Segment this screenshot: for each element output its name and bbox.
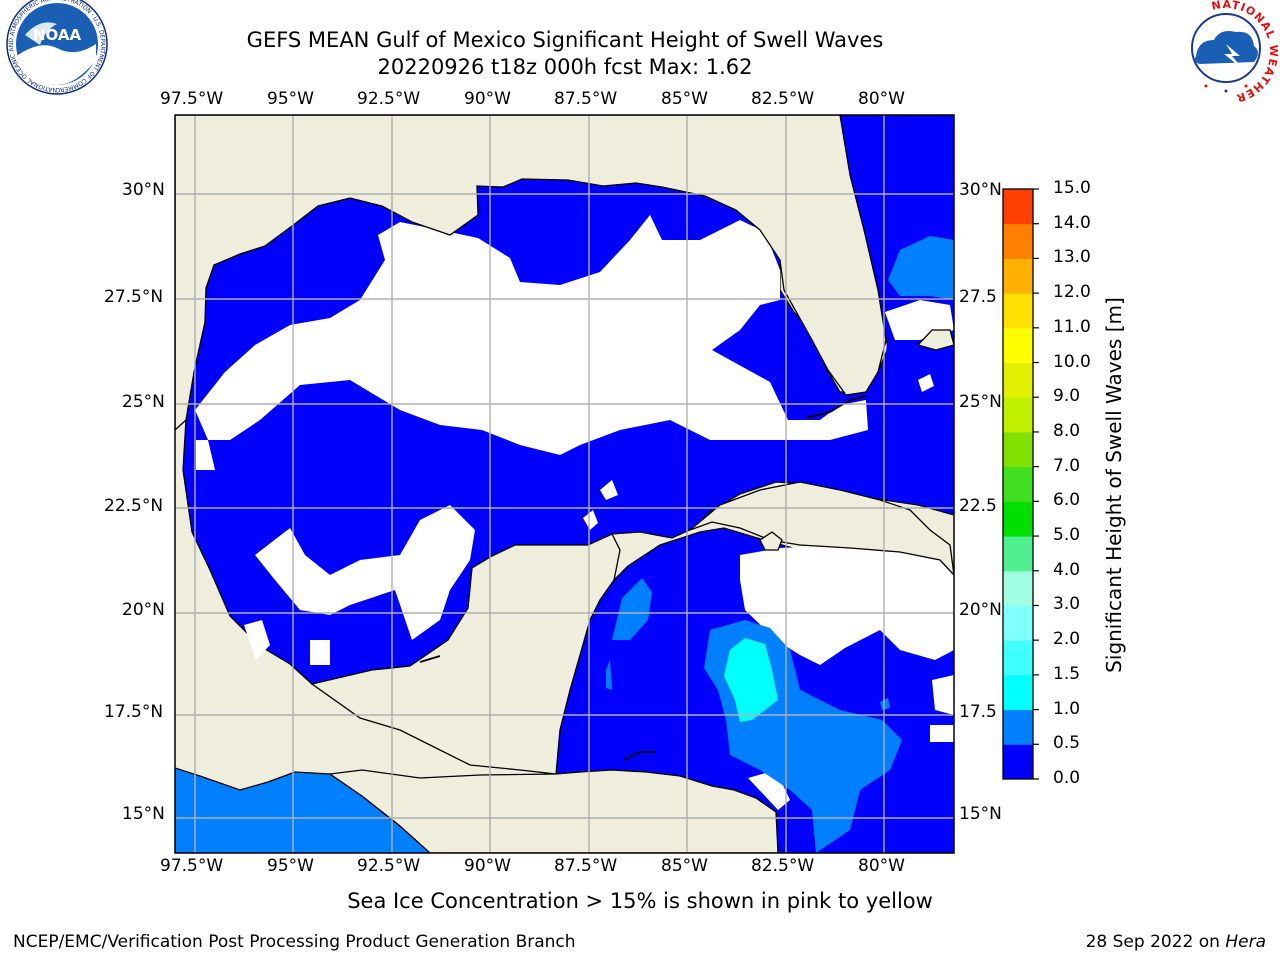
lon-label-top: 90°W — [464, 89, 511, 109]
colorbar-title: Significant Height of Swell Waves [m] — [1102, 297, 1126, 673]
colorbar — [1002, 188, 1039, 780]
colorbar-segment — [1003, 744, 1033, 780]
lat-label-right: 27.5 — [959, 287, 997, 307]
lon-label-bottom: 97.5°W — [160, 856, 224, 876]
colorbar-tick-label: 9.0 — [1053, 386, 1081, 407]
andros-island — [916, 329, 954, 351]
lat-label-left: 30°N — [122, 180, 165, 200]
footer-host: Hera — [1225, 932, 1266, 952]
high-swell-region — [724, 638, 778, 722]
lon-label-bottom: 80°W — [858, 856, 905, 876]
map-plot-area — [175, 115, 954, 853]
colorbar-segment — [1003, 605, 1033, 641]
footer-date: 28 Sep 2022 on Hera — [1086, 932, 1266, 952]
lon-label-bottom: 90°W — [464, 856, 511, 876]
lat-label-right: 30°N — [959, 180, 1002, 200]
colorbar-tick-label: 6.0 — [1053, 490, 1081, 511]
colorbar-segment — [1003, 258, 1033, 294]
colorbar-tick-label: 12.0 — [1053, 282, 1091, 303]
colorbar-tick-label: 8.0 — [1053, 420, 1081, 441]
colorbar-segment — [1003, 674, 1033, 711]
colorbar-tick-label: 3.0 — [1053, 594, 1081, 615]
colorbar-tick-label: 1.5 — [1053, 663, 1081, 684]
colorbar-segment — [1003, 709, 1033, 745]
lat-label-right: 22.5 — [959, 496, 997, 516]
lon-label-top: 87.5°W — [554, 89, 618, 109]
colorbar-segment — [1003, 536, 1033, 572]
colorbar-segment — [1003, 466, 1033, 502]
lon-label-top: 80°W — [858, 89, 905, 109]
colorbar-segment — [1003, 397, 1033, 433]
noaa-logo-text: NOAA — [33, 26, 82, 44]
colorbar-tick-label: 11.0 — [1053, 316, 1091, 337]
chart-subtitle: 20220926 t18z 000h fcst Max: 1.62 — [377, 55, 753, 79]
lon-label-bottom: 82.5°W — [751, 856, 815, 876]
colorbar-segment — [1003, 223, 1033, 259]
colorbar-tick-label: 2.0 — [1053, 629, 1081, 650]
colorbar-tick-label: 14.0 — [1053, 212, 1091, 233]
colorbar-tick-label: 15.0 — [1053, 178, 1091, 198]
colorbar-tick-label: 13.0 — [1053, 247, 1091, 268]
lon-label-top: 85°W — [661, 89, 708, 109]
colorbar-tick-label: 4.0 — [1053, 559, 1081, 580]
colorbar-tick-label: 0.5 — [1053, 733, 1081, 754]
colorbar-tick-label: 1.0 — [1053, 698, 1081, 719]
lat-label-left: 22.5°N — [104, 496, 164, 516]
lon-label-top: 82.5°W — [751, 89, 815, 109]
colorbar-segment — [1003, 431, 1033, 468]
lat-label-left: 20°N — [122, 600, 165, 620]
colorbar-tick-label: 7.0 — [1053, 455, 1081, 476]
colorbar-segment — [1003, 362, 1033, 398]
lon-label-bottom: 95°W — [267, 856, 314, 876]
yucatan-peninsula — [310, 533, 621, 775]
lat-label-right: 15°N — [959, 804, 1002, 824]
lon-label-top: 92.5°W — [357, 89, 421, 109]
colorbar-tick-label: 5.0 — [1053, 525, 1081, 546]
colorbar-tick-label: 10.0 — [1053, 351, 1091, 372]
colorbar-segment — [1003, 501, 1033, 537]
chart-title: GEFS MEAN Gulf of Mexico Significant Hei… — [246, 28, 884, 52]
lat-label-left: 15°N — [122, 804, 165, 824]
noaa-logo-icon: NATIONAL OCEANIC AND ATMOSPHERIC ADMINIS… — [0, 0, 108, 95]
map-gridlines — [175, 115, 954, 853]
colorbar-segment — [1003, 640, 1033, 676]
small-islands — [419, 395, 867, 761]
sea-ice-caption: Sea Ice Concentration > 15% is shown in … — [347, 889, 933, 913]
lat-label-right: 17.5 — [959, 702, 997, 722]
lat-label-left: 17.5°N — [104, 702, 164, 722]
colorbar-segment — [1003, 327, 1033, 364]
lon-label-bottom: 85°W — [661, 856, 708, 876]
lat-label-left: 25°N — [122, 392, 165, 412]
colorbar-frame — [1002, 188, 1034, 780]
colorbar-tick-label: 0.0 — [1053, 768, 1081, 788]
lon-label-top: 97.5°W — [160, 89, 224, 109]
lat-label-left: 27.5°N — [104, 287, 164, 307]
isle-of-youth — [759, 531, 783, 551]
colorbar-segment — [1003, 189, 1033, 225]
colorbar-segment — [1003, 570, 1033, 606]
footer-credit: NCEP/EMC/Verification Post Processing Pr… — [13, 932, 576, 952]
lon-label-top: 95°W — [267, 89, 314, 109]
lon-label-bottom: 87.5°W — [554, 856, 618, 876]
footer-date-text: 28 Sep 2022 on — [1085, 932, 1220, 952]
lat-label-right: 20°N — [959, 600, 1002, 620]
below-threshold-regions — [195, 215, 954, 810]
lat-label-right: 25°N — [959, 392, 1002, 412]
honduras-coast — [328, 769, 779, 853]
map-frame — [174, 114, 955, 854]
colorbar-segment — [1003, 293, 1033, 329]
lon-label-bottom: 92.5°W — [357, 856, 421, 876]
